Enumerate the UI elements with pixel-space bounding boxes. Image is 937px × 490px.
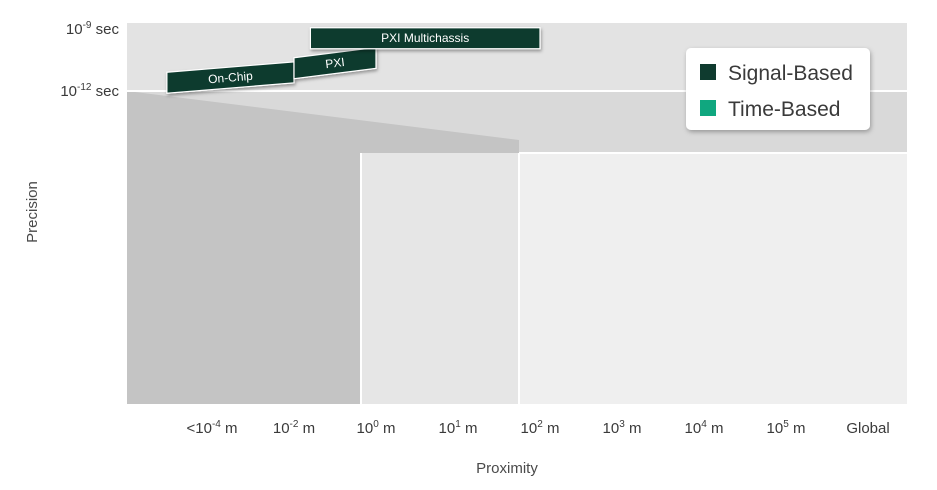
x-tick-label-6: 104 m bbox=[685, 419, 724, 437]
x-tick-label-0: <10-4 m bbox=[186, 419, 237, 437]
y-tick-label-1: 10-9 sec bbox=[66, 20, 120, 38]
x-tick-label-1: 10-2 m bbox=[273, 419, 315, 437]
y-tick-label-0: 10-12 sec bbox=[60, 82, 119, 100]
region-global-proximity bbox=[519, 153, 907, 404]
x-tick-label-3: 101 m bbox=[439, 419, 478, 437]
x-tick-label-5: 103 m bbox=[603, 419, 642, 437]
legend-label-signal-based: Signal-Based bbox=[728, 62, 853, 85]
x-tick-label-2: 100 m bbox=[357, 419, 396, 437]
x-tick-label-7: 105 m bbox=[767, 419, 806, 437]
x-axis-title: Proximity bbox=[476, 460, 538, 477]
bar-pxi bbox=[293, 46, 377, 80]
bar-on-chip bbox=[166, 61, 295, 94]
bar-group-pxi: PXI bbox=[293, 46, 377, 80]
legend-swatch-time-based bbox=[700, 100, 716, 116]
bar-label-pxi-multichassis: PXI Multichassis bbox=[381, 31, 469, 45]
bar-label-on-chip: On-Chip bbox=[208, 69, 254, 87]
x-axis-ticks: <10-4 m 10-2 m 100 m 101 m 102 m 103 m 104 m 10… bbox=[186, 419, 889, 437]
legend-box bbox=[686, 48, 870, 130]
region-local-proximity bbox=[361, 153, 519, 404]
legend-swatch-signal-based bbox=[700, 64, 716, 80]
x-tick-label-8: Global bbox=[846, 420, 889, 437]
region-signal-wedge bbox=[127, 91, 519, 404]
bar-group-pxi-multichassis: PXI Multichassis bbox=[309, 27, 541, 50]
x-tick-label-4: 102 m bbox=[521, 419, 560, 437]
bar-label-pxi: PXI bbox=[325, 55, 346, 71]
bar-pxi-multichassis bbox=[309, 27, 541, 50]
legend: Signal-Based Time-Based bbox=[686, 48, 870, 130]
bar-group-on-chip: On-Chip bbox=[166, 61, 295, 94]
legend-label-time-based: Time-Based bbox=[728, 98, 840, 121]
y-axis-title: Precision bbox=[24, 181, 41, 243]
